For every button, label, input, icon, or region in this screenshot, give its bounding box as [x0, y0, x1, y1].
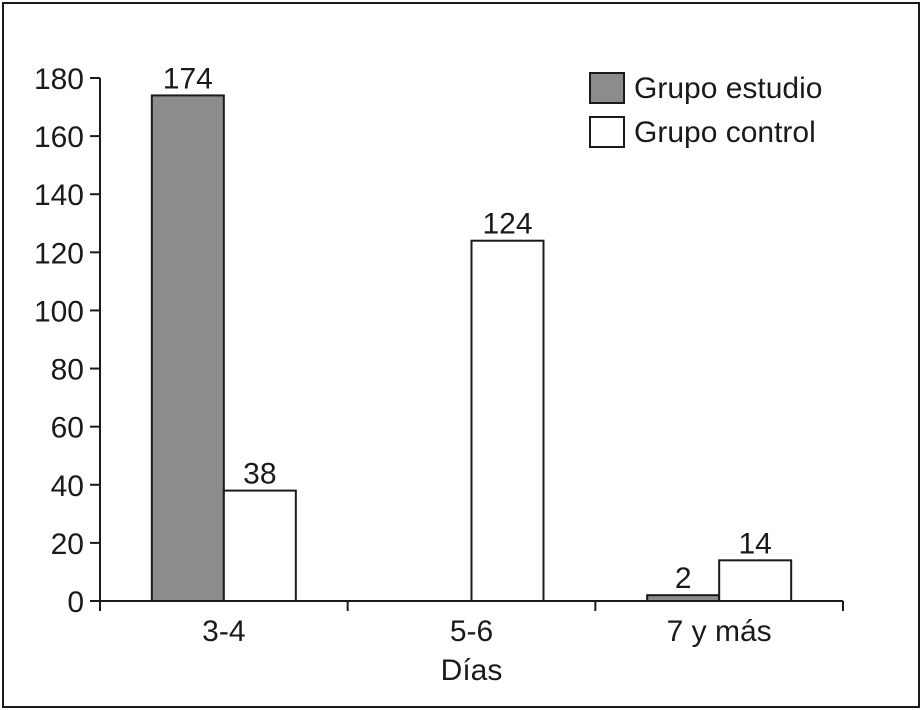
- data-label: 124: [482, 208, 532, 241]
- y-tick-label: 20: [51, 528, 84, 561]
- data-label: 38: [243, 458, 276, 491]
- y-tick-label: 60: [51, 412, 84, 445]
- y-tick-label: 160: [34, 121, 84, 154]
- bars: [150, 94, 793, 603]
- x-tick-label: 5-6: [450, 615, 493, 648]
- x-tick-label: 7 y más: [667, 615, 772, 648]
- x-axis-title: Días: [441, 654, 503, 687]
- y-axis: 0 20 40 60 80 100 120 140 160 180: [34, 63, 101, 619]
- legend-swatch: [589, 72, 625, 104]
- bar-grupo-estudio: [646, 594, 721, 603]
- legend-label: Grupo control: [634, 116, 816, 149]
- y-tick-label: 0: [67, 586, 84, 619]
- data-label: 174: [163, 62, 213, 95]
- legend: Grupo estudio Grupo control: [589, 72, 822, 149]
- value-labels: 174 38 124 2 14: [163, 62, 772, 595]
- x-tick-label: 3-4: [202, 615, 245, 648]
- bar-grupo-control: [470, 239, 545, 602]
- y-tick-label: 180: [34, 63, 84, 96]
- y-tick-label: 120: [34, 237, 84, 270]
- y-tick-label: 100: [34, 295, 84, 328]
- y-tick-label: 80: [51, 354, 84, 387]
- x-axis: 3-4 5-6 7 y más: [99, 600, 844, 648]
- legend-swatch: [589, 116, 625, 148]
- bar-grupo-control: [718, 559, 793, 602]
- y-tick-label: 40: [51, 470, 84, 503]
- bar-grupo-estudio: [150, 94, 225, 603]
- legend-label: Grupo estudio: [634, 72, 822, 105]
- data-label: 14: [738, 527, 771, 560]
- y-tick-label: 140: [34, 179, 84, 212]
- data-label: 2: [675, 562, 692, 595]
- bar-grupo-control: [222, 489, 297, 603]
